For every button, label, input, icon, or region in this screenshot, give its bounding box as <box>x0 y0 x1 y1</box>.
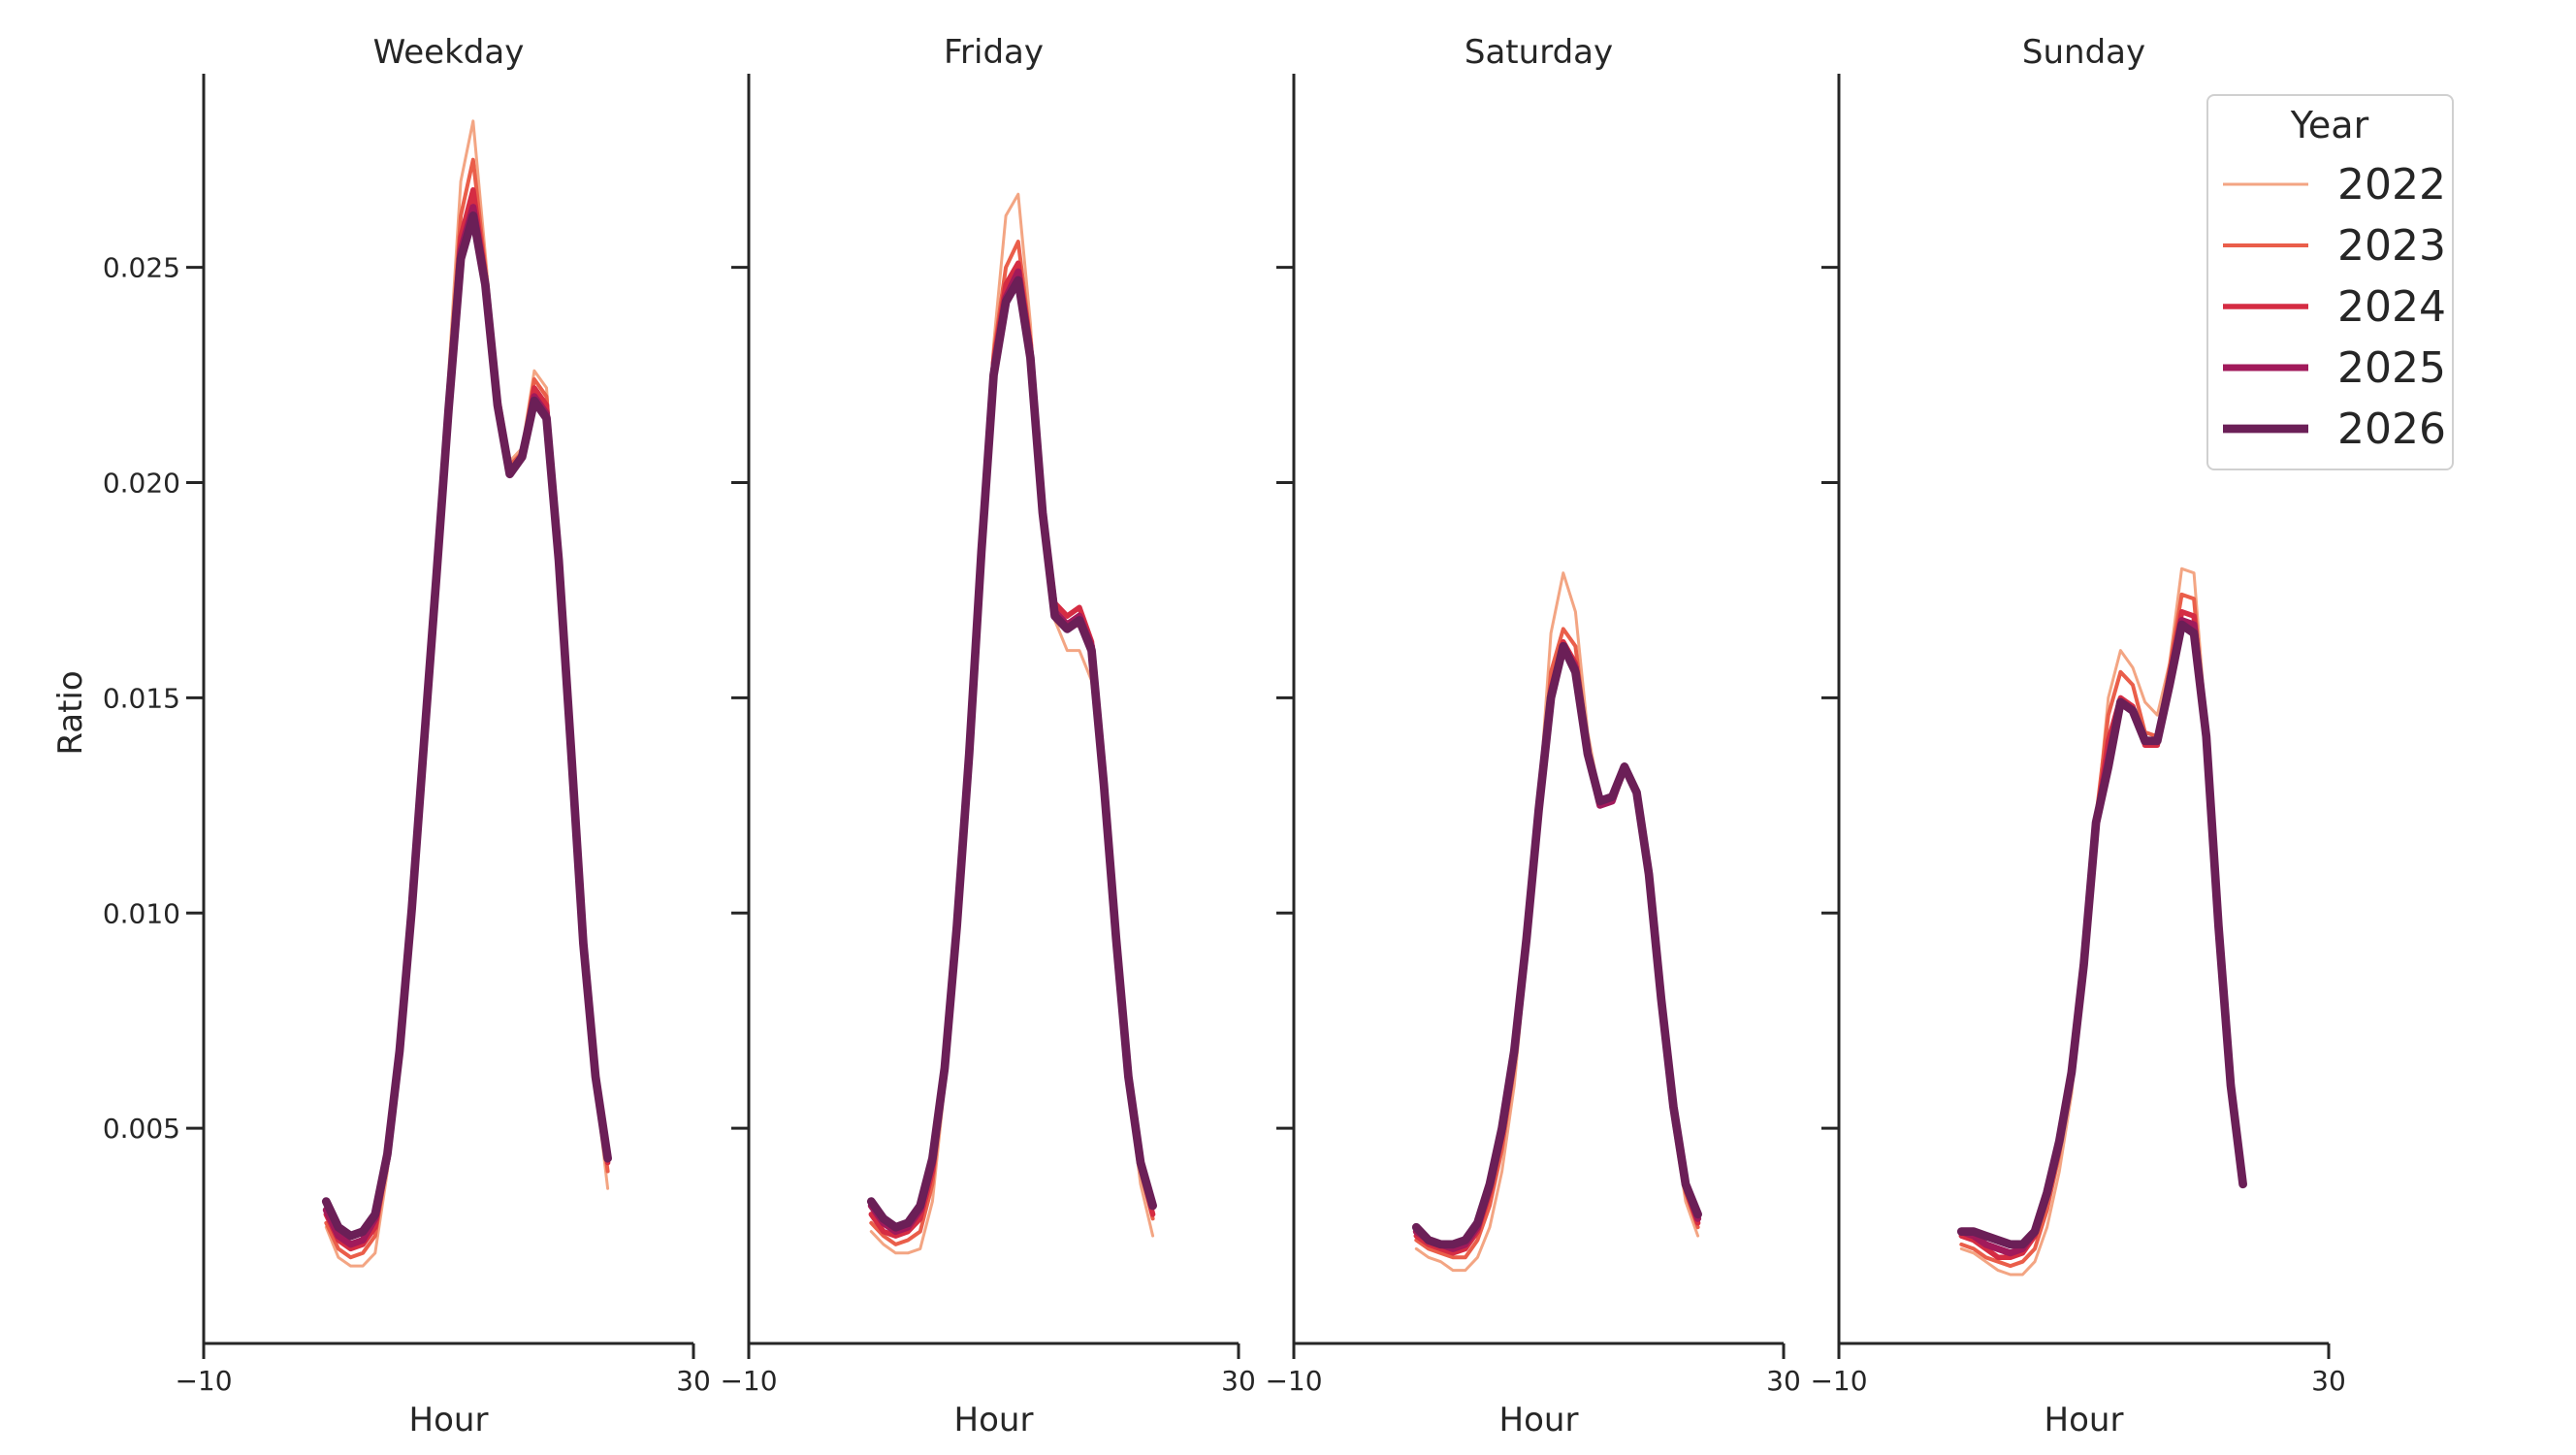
x-axis-label: Hour <box>409 1401 489 1439</box>
x-axis-label: Hour <box>2045 1401 2124 1439</box>
panel-title: Sunday <box>2022 33 2145 72</box>
x-tick-label: 30 <box>2311 1365 2346 1397</box>
panels: Weekday 0.005 0.010 0.015 0.020 0.025 −10 30 Hou… <box>103 33 2346 1439</box>
y-tick-label: 0.005 <box>103 1113 180 1145</box>
x-tick-label: 30 <box>1221 1365 1256 1397</box>
x-tick-label: 30 <box>1766 1365 1801 1397</box>
x-tick-label: −10 <box>720 1365 777 1397</box>
legend-label: 2023 <box>2337 221 2446 271</box>
legend: Year 2022 2023 2024 2025 2026 <box>2206 94 2454 470</box>
x-tick-label: 30 <box>676 1365 711 1397</box>
series-line-2026 <box>321 211 612 1241</box>
legend-label: 2026 <box>2337 404 2446 454</box>
panel-title: Saturday <box>1465 33 1613 72</box>
legend-box <box>2206 94 2454 470</box>
x-tick-label: −10 <box>1265 1365 1322 1397</box>
y-tick-label: 0.015 <box>103 682 180 714</box>
legend-label: 2024 <box>2337 282 2446 332</box>
legend-title: Year <box>2290 104 2369 146</box>
x-axis-label: Hour <box>954 1401 1034 1439</box>
x-tick-label: −10 <box>1810 1365 1867 1397</box>
series-line-2024 <box>868 260 1156 1239</box>
series-line-2022 <box>869 192 1155 1255</box>
series-line-2026 <box>866 275 1157 1232</box>
y-tick-label: 0.010 <box>103 897 180 929</box>
panel-weekday: Weekday 0.005 0.010 0.015 0.020 0.025 −10 30 Hou… <box>103 33 711 1439</box>
x-axis-label: Hour <box>1499 1401 1579 1439</box>
y-axis-label: Ratio <box>51 670 90 755</box>
panel-title: Weekday <box>373 33 525 72</box>
series-line-2026 <box>1956 620 2247 1249</box>
series-line-2023 <box>869 240 1155 1246</box>
panel-title: Friday <box>944 33 1044 72</box>
panel-sunday: Sunday −10 30 Hour <box>1810 33 2345 1439</box>
legend-label: 2022 <box>2337 160 2446 210</box>
y-tick-label: 0.025 <box>103 252 180 284</box>
legend-label: 2025 <box>2337 343 2446 393</box>
panel-saturday: Saturday −10 30 Hour <box>1265 33 1800 1439</box>
series-line-2025 <box>867 268 1157 1236</box>
series-line-2026 <box>1411 641 1702 1249</box>
x-tick-label: −10 <box>175 1365 232 1397</box>
y-tick-label: 0.020 <box>103 468 180 500</box>
panel-friday: Friday −10 30 Hour <box>720 33 1255 1439</box>
